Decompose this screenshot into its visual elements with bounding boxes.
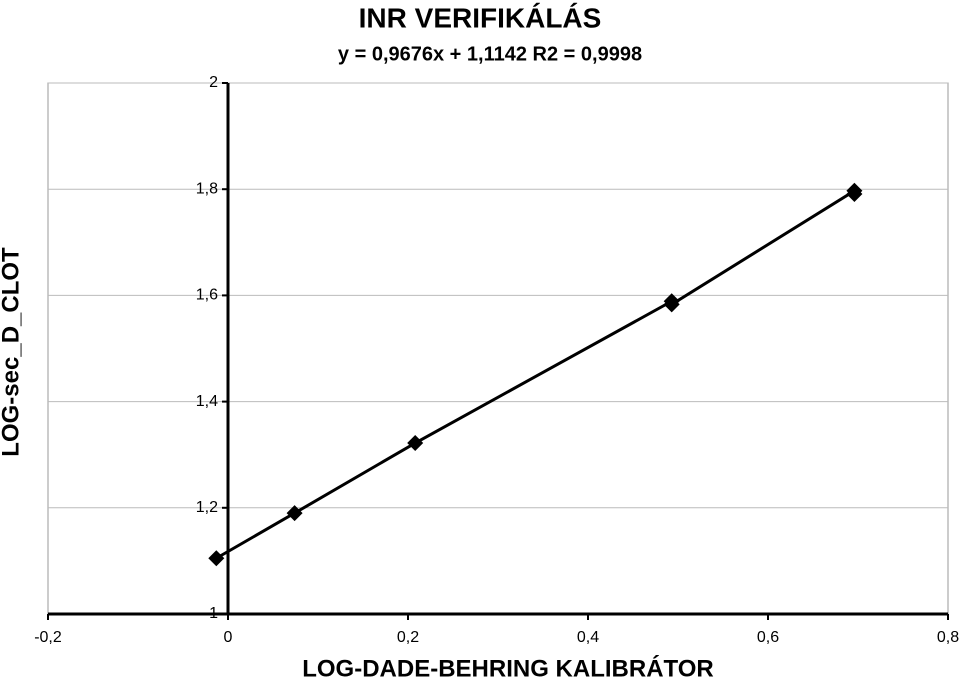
- y-tick-label: 1,2: [196, 499, 218, 516]
- data-point: [663, 296, 680, 313]
- data-point: [846, 185, 863, 202]
- y-tick-label: 1,8: [196, 180, 218, 197]
- data-point: [208, 550, 225, 567]
- x-tick-label: -0,2: [34, 629, 62, 646]
- data-point: [286, 505, 303, 522]
- x-tick-label: 0,2: [397, 629, 419, 646]
- x-tick-label: 0,6: [757, 629, 779, 646]
- y-tick-label: 1,6: [196, 287, 218, 304]
- chart-title: INR VERIFIKÁLÁS: [359, 2, 602, 33]
- y-tick-label: 2: [209, 74, 218, 91]
- plot-frame: [47, 82, 949, 615]
- x-axis-title: LOG-DADE-BEHRING KALIBRÁTOR: [302, 654, 714, 682]
- x-tick-label: 0: [224, 629, 233, 646]
- chart-subtitle: y = 0,9676x + 1,1142 R2 = 0,9998: [338, 43, 642, 65]
- x-tick-label: 0,8: [937, 629, 959, 646]
- y-tick-label: 1,4: [196, 393, 218, 410]
- data-point: [407, 435, 424, 452]
- y-axis-title: LOG-sec_D_CLOT: [0, 247, 24, 457]
- series-line: [215, 188, 856, 560]
- x-tick-label: 0,4: [577, 629, 599, 646]
